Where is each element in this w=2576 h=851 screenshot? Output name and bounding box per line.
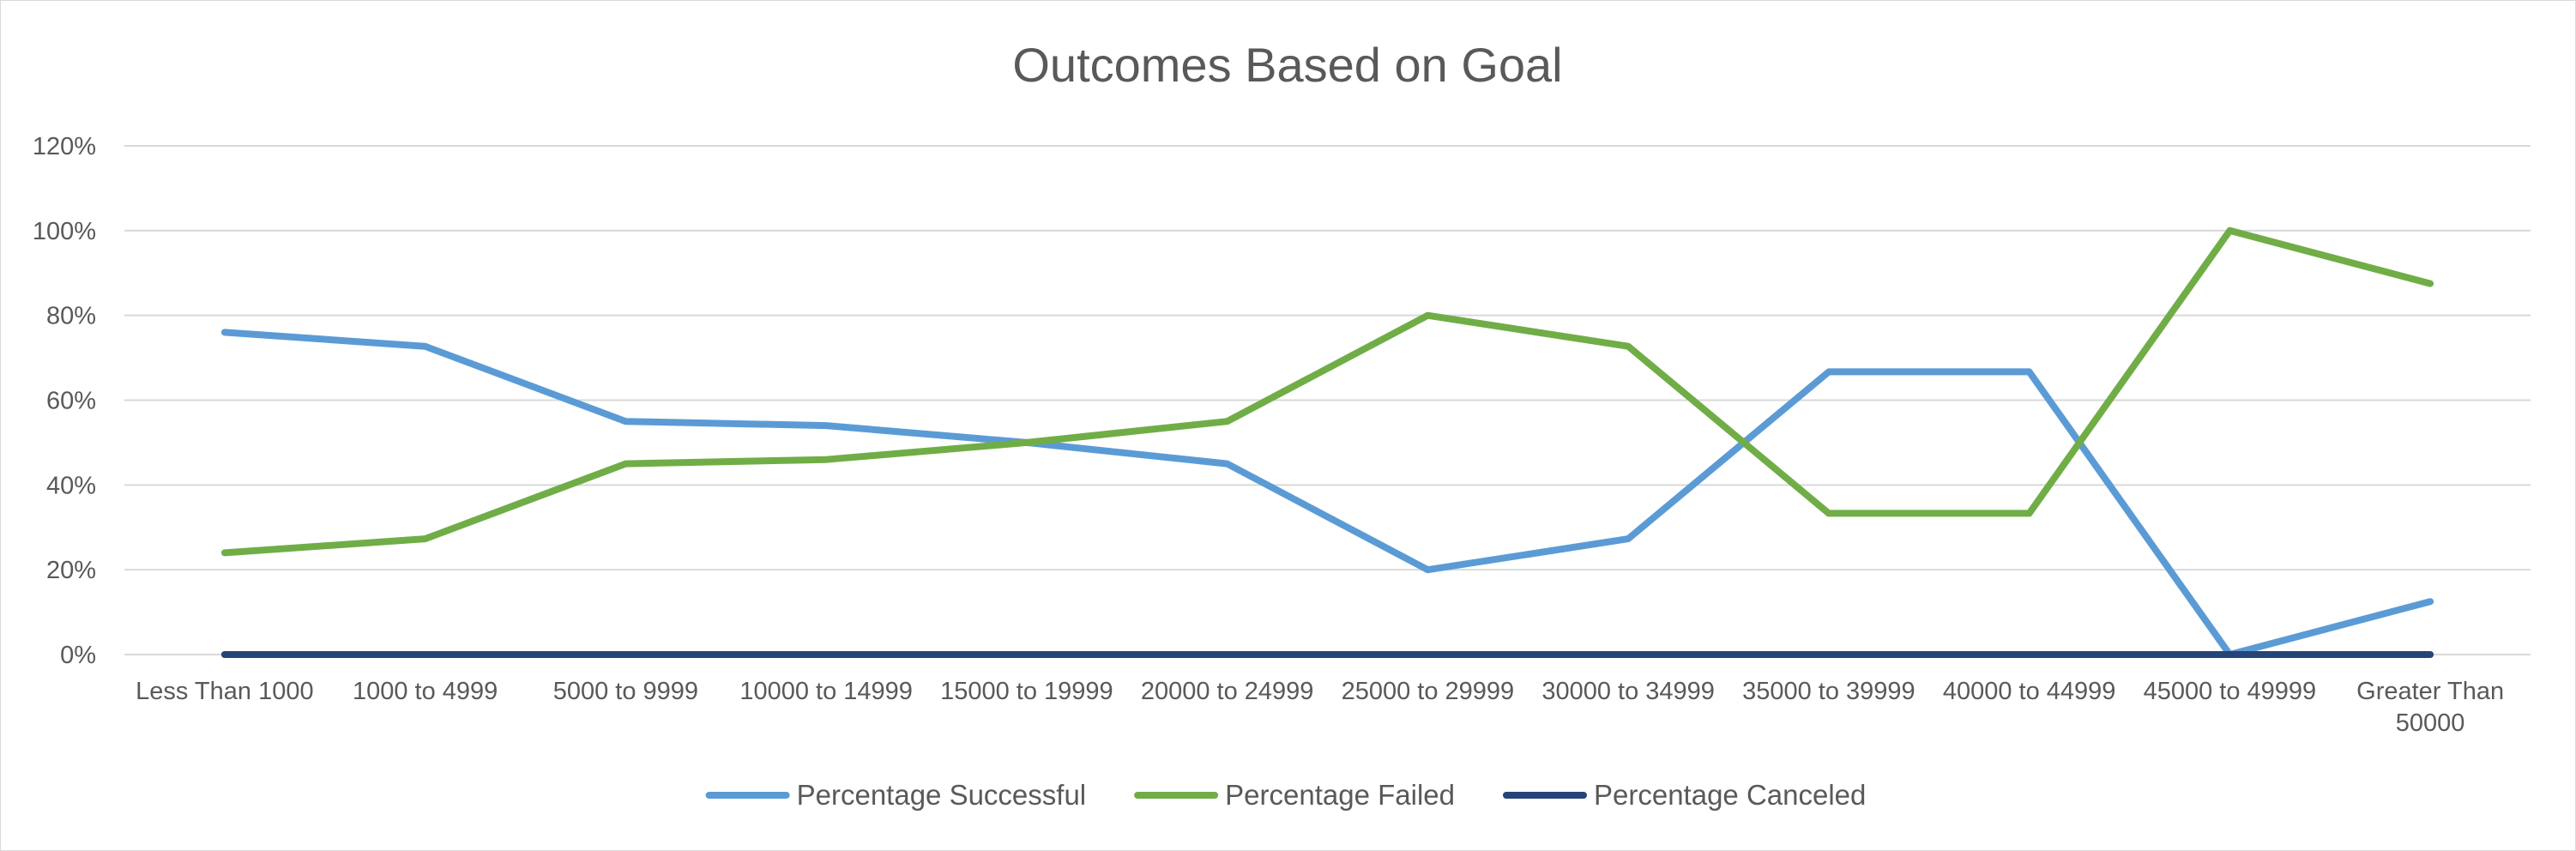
x-tick-label: 25000 to 29999 [1342, 678, 1515, 705]
x-axis-ticks: Less Than 1000 1000 to 4999 5000 to 9999 10… [136, 678, 2504, 737]
x-tick-label: Less Than 1000 [136, 678, 313, 705]
x-tick-label: Greater Than 50000 [2356, 678, 2504, 737]
y-tick-label: 40% [46, 472, 96, 499]
legend-label: Percentage Failed [1225, 779, 1455, 811]
x-tick-label: 35000 to 39999 [1742, 678, 1915, 705]
legend-label: Percentage Successful [797, 779, 1087, 811]
y-tick-label: 100% [33, 218, 96, 245]
series-line-2 [220, 226, 2434, 557]
series-lines [220, 226, 2434, 658]
series-line-1 [220, 329, 2434, 658]
gridlines [124, 145, 2531, 655]
legend-label: Percentage Canceled [1594, 779, 1866, 811]
x-tick-label: 30000 to 34999 [1541, 678, 1715, 705]
x-tick-label: 45000 to 49999 [2144, 678, 2317, 705]
x-tick-label: 5000 to 9999 [553, 678, 698, 705]
x-tick-label: 40000 to 44999 [1943, 678, 2116, 705]
y-tick-label: 120% [33, 133, 96, 160]
y-tick-label: 0% [60, 642, 96, 669]
x-tick-label: 20000 to 24999 [1141, 678, 1314, 705]
legend: Percentage Successful Percentage Failed Pe… [705, 779, 1866, 811]
x-tick-label: 1000 to 4999 [353, 678, 498, 705]
y-axis-ticks: 0% 20% 40% 60% 80% 100% 120% [33, 133, 96, 669]
x-tick-label: 15000 to 19999 [940, 678, 1113, 705]
y-tick-label: 20% [46, 557, 96, 584]
chart-title: Outcomes Based on Goal [1012, 38, 1562, 92]
y-tick-label: 80% [46, 303, 96, 330]
y-tick-label: 60% [46, 388, 96, 415]
x-tick-label: 10000 to 14999 [739, 678, 913, 705]
